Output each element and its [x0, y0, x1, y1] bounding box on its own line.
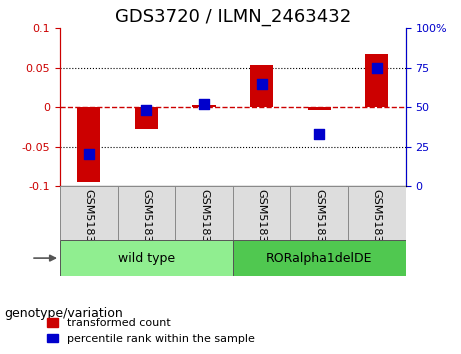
Text: RORalpha1delDE: RORalpha1delDE: [266, 252, 372, 264]
Text: GSM518353: GSM518353: [199, 189, 209, 256]
Bar: [308, 107, 331, 109]
Bar: [365, 53, 388, 107]
Point: [200, 101, 207, 107]
Text: genotype/variation: genotype/variation: [5, 307, 124, 320]
Bar: [250, 65, 273, 107]
Title: GDS3720 / ILMN_2463432: GDS3720 / ILMN_2463432: [115, 8, 351, 25]
Text: wild type: wild type: [118, 252, 175, 264]
Bar: [60, 240, 233, 276]
Text: GSM518356: GSM518356: [372, 189, 382, 256]
Point: [85, 152, 92, 157]
Text: GSM518351: GSM518351: [84, 189, 94, 256]
Point: [258, 81, 266, 86]
Text: GSM518355: GSM518355: [314, 189, 324, 256]
Text: GSM518352: GSM518352: [142, 189, 151, 256]
Bar: [77, 107, 100, 182]
Point: [373, 65, 381, 70]
Bar: [135, 107, 158, 129]
Bar: [233, 240, 406, 276]
Point: [142, 108, 150, 113]
Bar: [193, 105, 216, 107]
Text: GSM518354: GSM518354: [257, 189, 266, 256]
Point: [315, 131, 323, 137]
Legend: transformed count, percentile rank within the sample: transformed count, percentile rank withi…: [42, 314, 259, 348]
